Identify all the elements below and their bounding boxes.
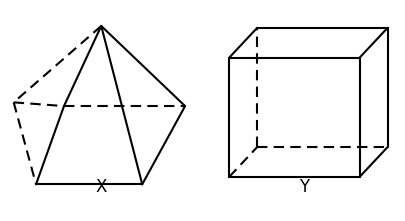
Text: Y: Y xyxy=(298,177,309,196)
Text: X: X xyxy=(96,177,107,196)
